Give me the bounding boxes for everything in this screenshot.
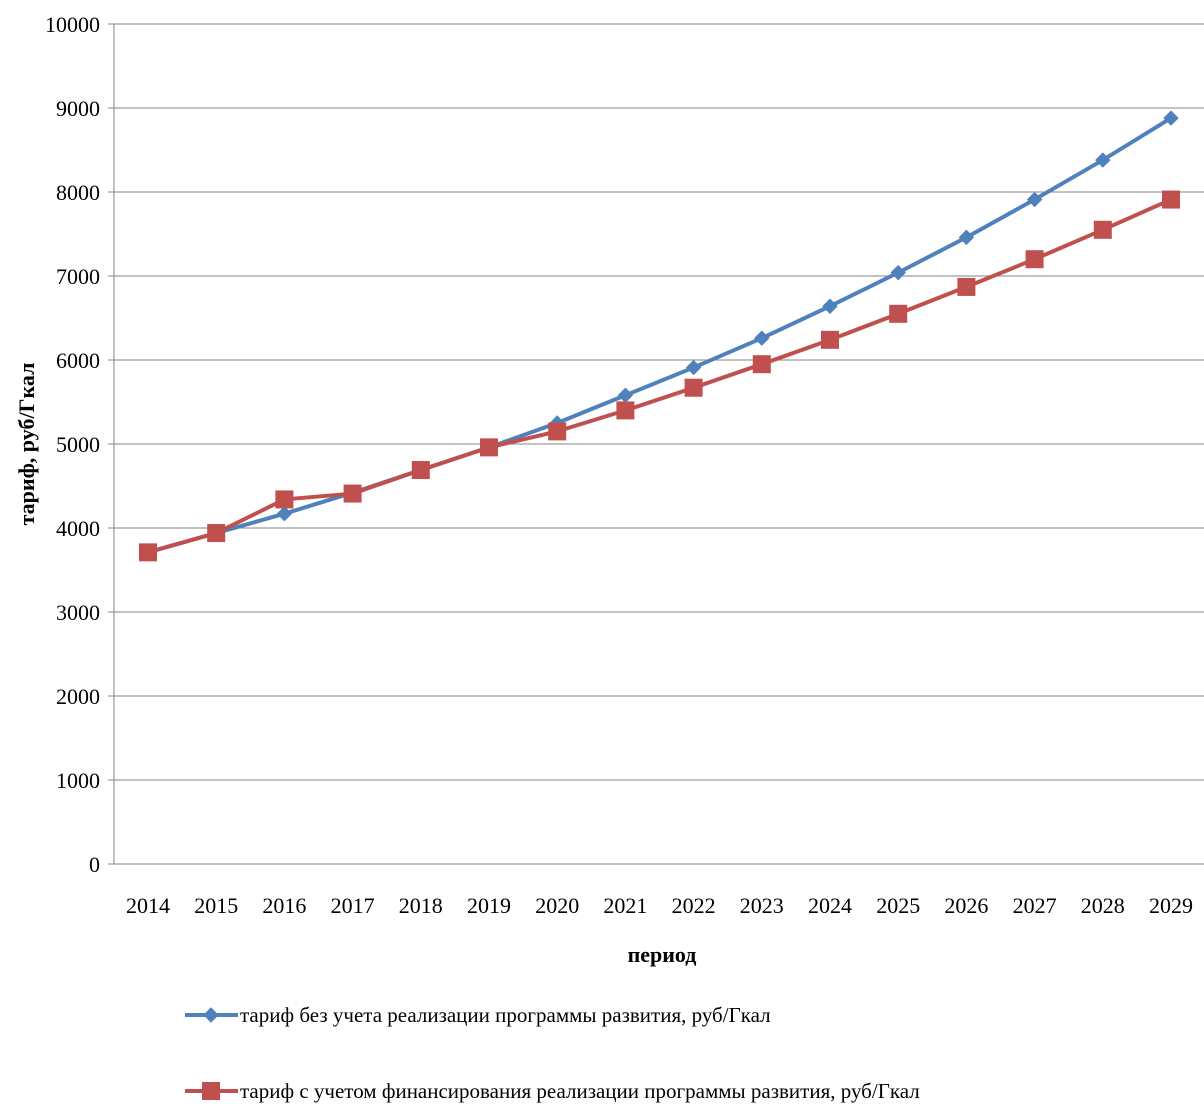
x-axis-title: период [628,942,697,967]
data-point [684,378,703,397]
data-point [343,484,362,503]
data-point [276,506,293,522]
series-group [139,110,1180,562]
legend-label: тариф с учетом финансирования реализации… [240,1079,920,1103]
data-point [139,543,157,562]
data-point [1025,250,1044,269]
series-1 [140,110,1179,561]
data-point [754,330,770,346]
x-tick-label: 2028 [1081,893,1125,918]
data-point [207,524,226,543]
series-2 [139,190,1180,562]
y-tick-label: 9000 [56,96,100,121]
legend-item: тариф без учета реализации программы раз… [185,1003,771,1027]
data-point [685,359,702,376]
data-point [821,330,839,349]
data-point [1162,190,1180,209]
x-tick-label: 2025 [876,893,920,918]
x-tick-labels: 2014 2015 2016 2017 2018 2019 2020 2021 2022 2023… [126,893,1193,918]
data-point [958,229,975,246]
data-point [548,422,567,441]
legend-item: тариф с учетом финансирования реализации… [185,1079,920,1103]
square-marker-icon [202,1082,220,1100]
data-point [617,387,634,403]
x-tick-label: 2017 [331,893,375,918]
y-tick-label: 10000 [45,12,100,37]
series-line [147,197,1172,555]
x-tick-label: 2015 [194,893,238,918]
x-tick-label: 2023 [740,893,784,918]
data-point [275,490,294,509]
data-point [752,355,771,374]
data-point [480,438,498,457]
diamond-marker-icon [203,1007,219,1023]
x-tick-label: 2016 [262,893,306,918]
x-tick-label: 2022 [672,893,716,918]
y-tick-label: 2000 [56,684,100,709]
x-tick-label: 2024 [808,893,852,918]
data-point [1163,110,1179,126]
data-point [957,277,976,296]
data-point [1095,152,1111,168]
data-point [1093,220,1112,239]
data-point [889,304,908,323]
data-point [616,401,635,420]
gridlines [114,23,1204,781]
x-tick-label: 2020 [535,893,579,918]
legend-label: тариф без учета реализации программы раз… [240,1003,771,1027]
x-tick-label: 2029 [1149,893,1193,918]
data-point [1026,191,1043,208]
legend: тариф без учета реализации программы раз… [185,1003,920,1103]
data-point [822,298,838,314]
y-tick-label: 3000 [56,600,100,625]
y-axis-title: тариф, руб/Гкал [14,363,39,526]
y-tick-label: 1000 [56,768,100,793]
x-tick-label: 2026 [944,893,988,918]
x-tick-label: 2018 [399,893,443,918]
y-tick-label: 7000 [56,264,100,289]
y-tick-label: 5000 [56,432,100,457]
data-point [411,461,430,480]
x-tick-label: 2021 [603,893,647,918]
series-line [147,116,1173,555]
x-tick-label: 2027 [1013,893,1057,918]
data-point [890,264,906,281]
y-tick-label: 4000 [56,516,100,541]
y-tick-labels: 0 1000 2000 3000 4000 5000 6000 7000 8000 9000 100… [45,12,100,877]
y-tick-label: 0 [89,852,100,877]
y-tick-label: 6000 [56,348,100,373]
x-tick-label: 2019 [467,893,511,918]
axes [108,23,1204,865]
y-tick-label: 8000 [56,180,100,205]
x-tick-label: 2014 [126,893,170,918]
